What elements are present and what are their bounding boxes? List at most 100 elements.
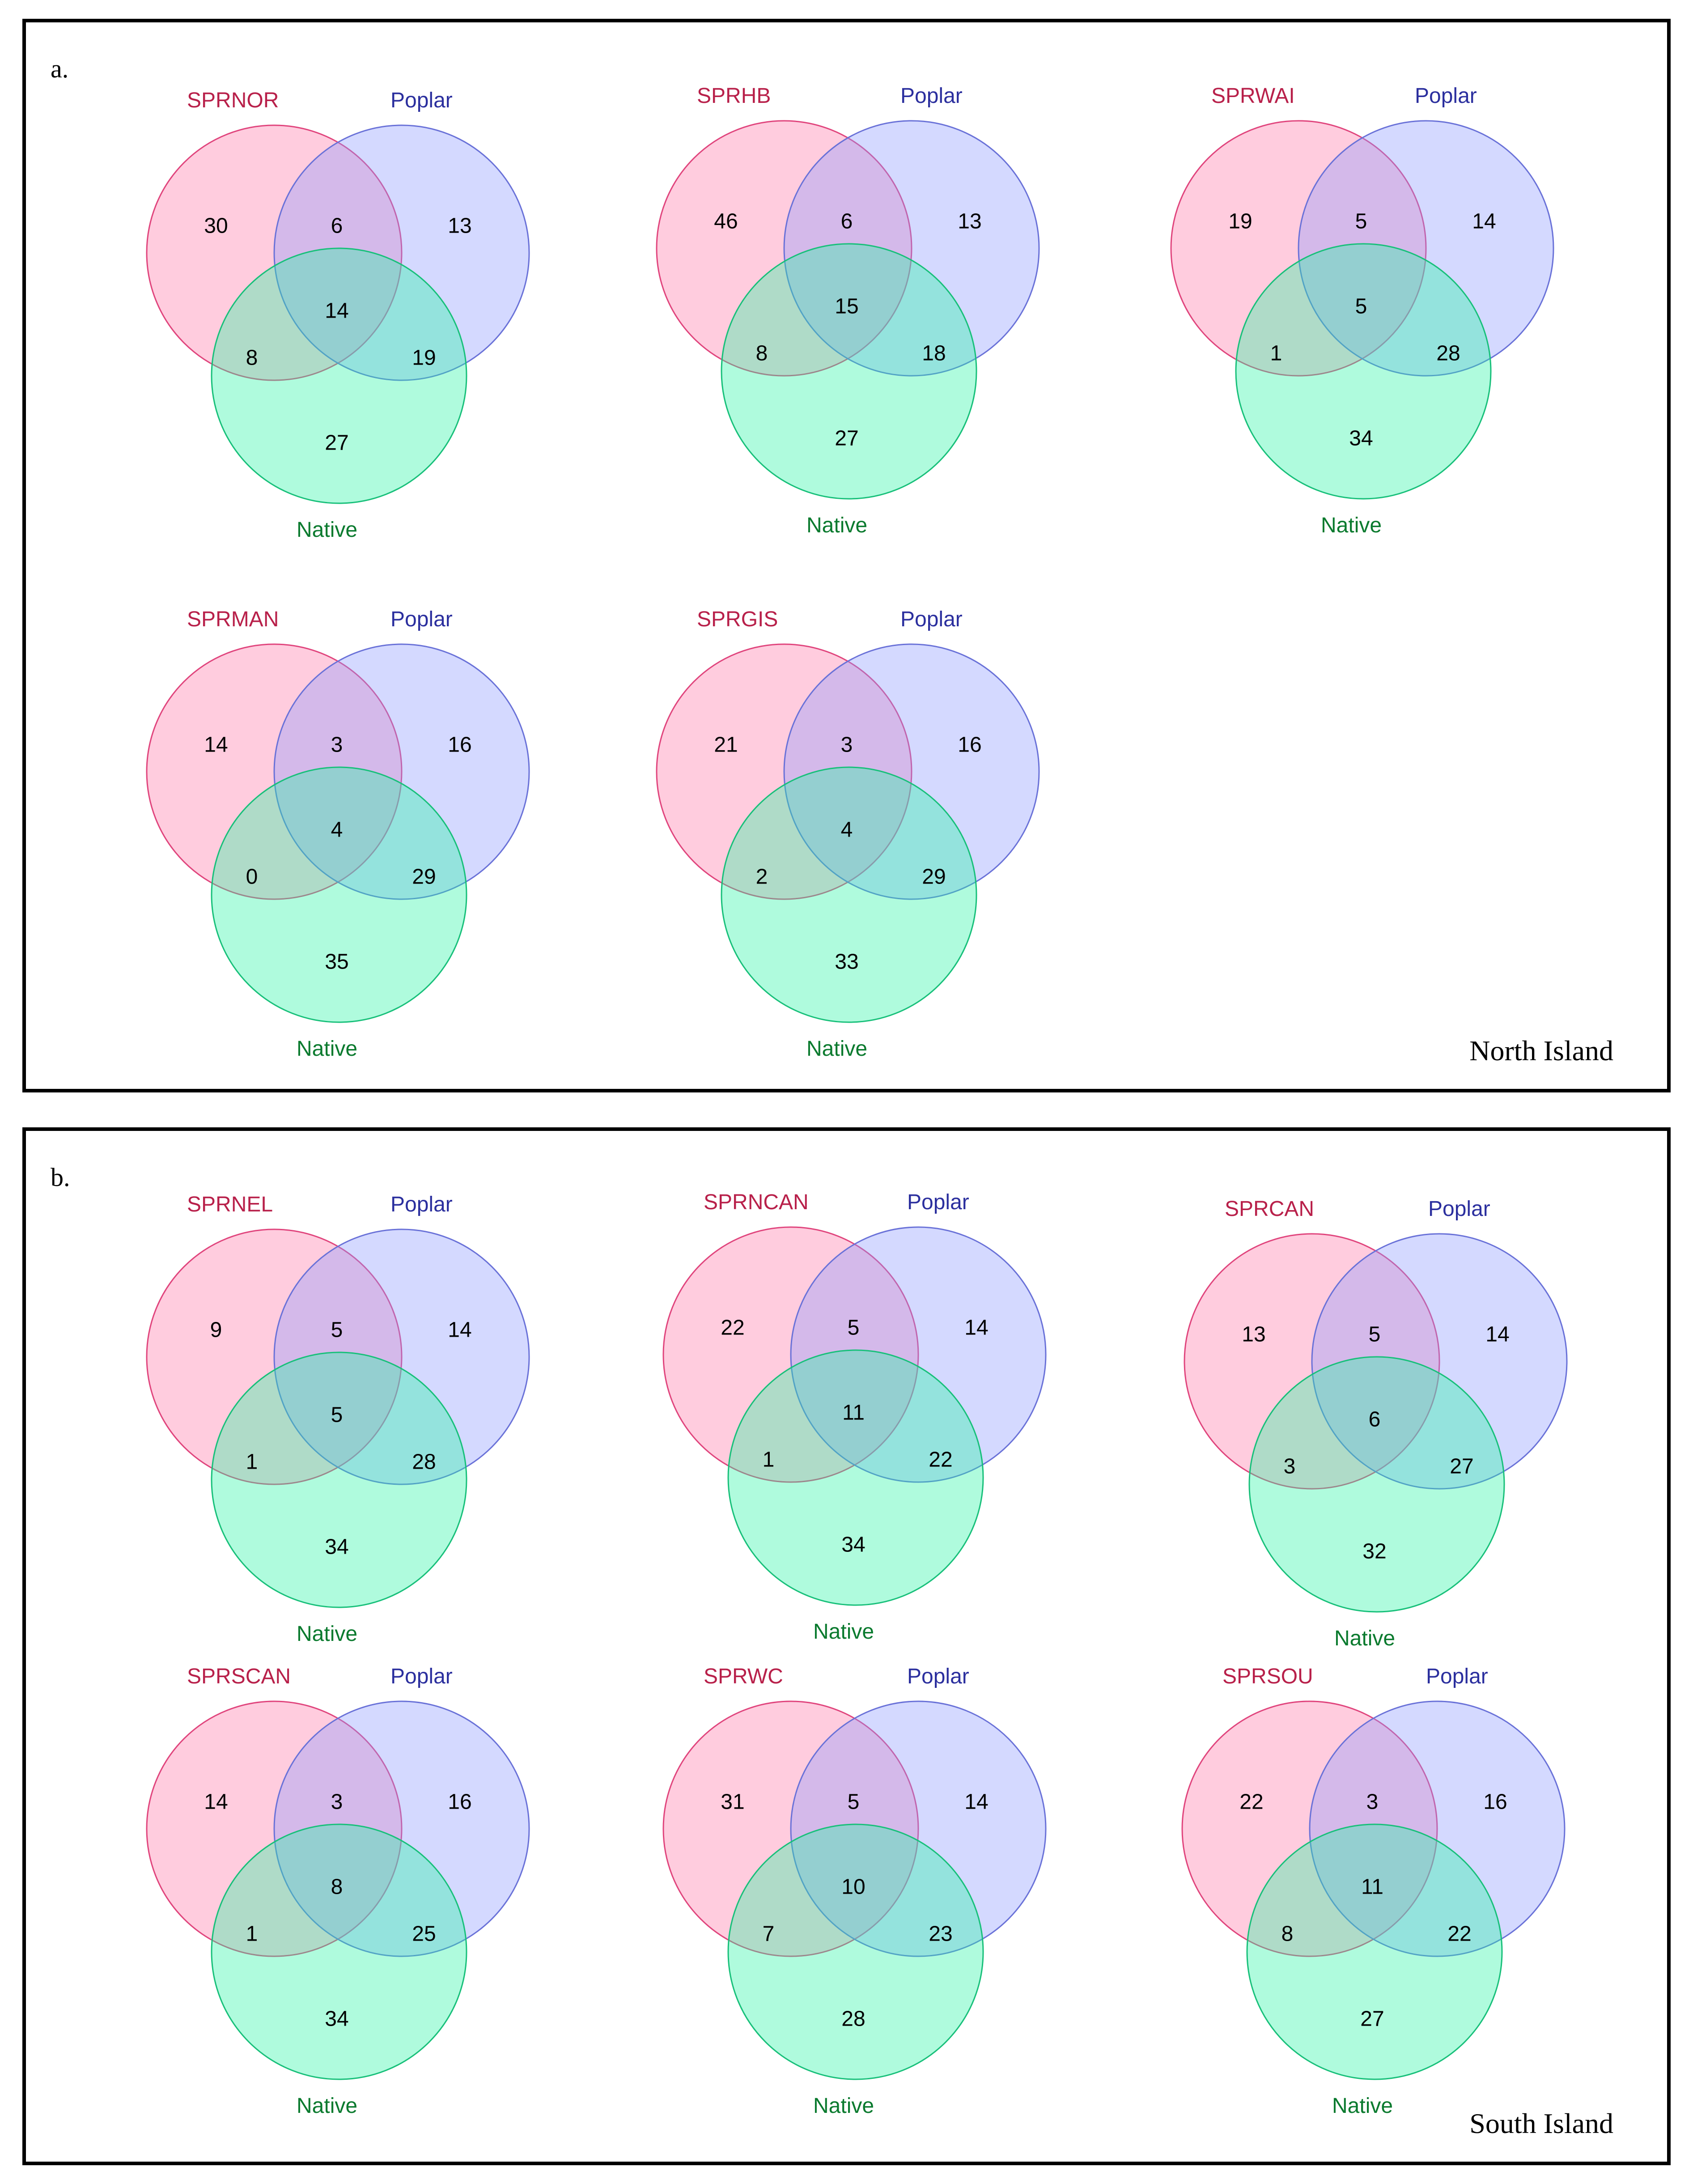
count-site-poplar: 5 (848, 1790, 860, 1814)
panel-south-island: b. South Island SPRNEL Poplar Native 9 5 14 5 1… (22, 1127, 1671, 2165)
poplar-label: Poplar (907, 1190, 969, 1214)
count-poplar-only: 14 (1485, 1323, 1509, 1347)
poplar-circle (273, 1228, 530, 1485)
native-label: Native (1334, 1627, 1395, 1650)
count-native-only: 34 (325, 2007, 348, 2031)
poplar-label: Poplar (1426, 1665, 1488, 1688)
count-site-poplar: 5 (331, 1318, 343, 1342)
native-label: Native (806, 1037, 867, 1061)
poplar-label: Poplar (900, 84, 963, 108)
site-label: SPRHB (697, 84, 771, 108)
native-circle (727, 1349, 984, 1606)
count-poplar-native: 29 (412, 865, 436, 889)
count-site-poplar: 6 (331, 214, 343, 238)
site-label: SPRCAN (1225, 1197, 1314, 1221)
count-site-only: 31 (721, 1790, 744, 1814)
island-label: North Island (1469, 1035, 1613, 1067)
venn-diagram-sprwc: SPRWC Poplar Native 31 5 14 10 7 23 28 (662, 1665, 1047, 2118)
native-circle (211, 1823, 467, 2080)
count-site-only: 21 (714, 733, 738, 757)
count-native-only: 27 (835, 427, 858, 450)
count-site-poplar: 6 (841, 210, 853, 234)
panel-north-island: a. North Island SPRNOR Poplar Native 30 6 13 1… (22, 19, 1671, 1092)
count-all: 15 (835, 295, 858, 319)
native-label: Native (297, 2094, 357, 2118)
native-circle (211, 1351, 467, 1608)
count-native-only: 27 (1360, 2007, 1384, 2031)
count-site-poplar: 5 (848, 1316, 860, 1340)
poplar-circle (790, 1700, 1047, 1957)
native-label: Native (1332, 2094, 1393, 2118)
native-circle (1246, 1823, 1503, 2080)
count-poplar-native: 22 (929, 1448, 952, 1472)
count-poplar-only: 16 (448, 1790, 471, 1814)
count-poplar-only: 14 (964, 1790, 988, 1814)
count-all: 4 (331, 818, 343, 842)
count-poplar-native: 27 (1450, 1455, 1473, 1479)
poplar-circle (1298, 120, 1554, 377)
site-label: SPRWC (704, 1665, 783, 1688)
native-label: Native (813, 2094, 874, 2118)
native-label: Native (297, 518, 357, 542)
count-native-only: 34 (841, 1533, 865, 1557)
count-poplar-native: 19 (412, 346, 436, 370)
count-poplar-native: 22 (1447, 1922, 1471, 1946)
count-site-native: 1 (1270, 342, 1282, 365)
count-native-only: 27 (325, 431, 348, 455)
count-poplar-native: 28 (1436, 342, 1460, 365)
poplar-circle (1309, 1700, 1566, 1957)
count-poplar-native: 25 (412, 1922, 436, 1946)
count-poplar-only: 13 (958, 210, 981, 234)
venn-diagram-sprsou: SPRSOU Poplar Native 22 3 16 11 8 22 27 (1181, 1665, 1566, 2118)
count-site-native: 1 (246, 1922, 258, 1946)
native-circle (1248, 1356, 1505, 1613)
count-site-only: 30 (204, 214, 228, 238)
count-site-only: 14 (204, 733, 228, 757)
count-all: 8 (331, 1875, 343, 1899)
poplar-circle (783, 120, 1040, 377)
site-label: SPRWAI (1211, 84, 1295, 108)
count-poplar-only: 16 (448, 733, 471, 757)
poplar-label: Poplar (1428, 1197, 1490, 1221)
native-circle (1235, 243, 1492, 500)
poplar-circle (273, 124, 530, 381)
site-label: SPRMAN (187, 608, 279, 631)
count-poplar-only: 14 (1472, 210, 1496, 234)
venn-diagram-sprnor: SPRNOR Poplar Native 30 6 13 14 8 19 27 (146, 89, 530, 542)
native-label: Native (1321, 514, 1382, 537)
count-site-only: 9 (210, 1318, 222, 1342)
count-poplar-only: 13 (448, 214, 471, 238)
count-all: 10 (841, 1875, 865, 1899)
count-all: 11 (1361, 1875, 1383, 1899)
site-label: SPRSCAN (187, 1665, 291, 1688)
panel-letter: b. (51, 1163, 70, 1192)
count-native-only: 33 (835, 950, 858, 974)
native-label: Native (813, 1620, 874, 1644)
site-label: SPRNOR (187, 89, 279, 112)
count-site-native: 8 (1281, 1922, 1294, 1946)
count-poplar-native: 18 (922, 342, 946, 365)
count-poplar-native: 23 (929, 1922, 952, 1946)
poplar-circle (790, 1226, 1047, 1483)
count-site-native: 7 (763, 1922, 775, 1946)
venn-diagram-sprcan: SPRCAN Poplar Native 13 5 14 6 3 27 32 (1184, 1197, 1568, 1650)
count-site-only: 22 (1239, 1790, 1263, 1814)
count-site-native: 3 (1284, 1455, 1296, 1479)
native-circle (211, 247, 467, 504)
poplar-label: Poplar (390, 608, 453, 631)
poplar-label: Poplar (907, 1665, 969, 1688)
site-label: SPRSOU (1222, 1665, 1313, 1688)
native-label: Native (297, 1622, 357, 1646)
count-native-only: 32 (1362, 1540, 1386, 1564)
count-site-poplar: 5 (1369, 1323, 1381, 1347)
poplar-label: Poplar (900, 608, 963, 631)
panel-letter: a. (51, 54, 69, 83)
count-all: 4 (841, 818, 853, 842)
native-circle (721, 243, 977, 500)
count-poplar-only: 14 (448, 1318, 471, 1342)
count-site-native: 0 (246, 865, 258, 889)
native-circle (211, 766, 467, 1023)
poplar-circle (783, 643, 1040, 900)
poplar-circle (273, 1700, 530, 1957)
